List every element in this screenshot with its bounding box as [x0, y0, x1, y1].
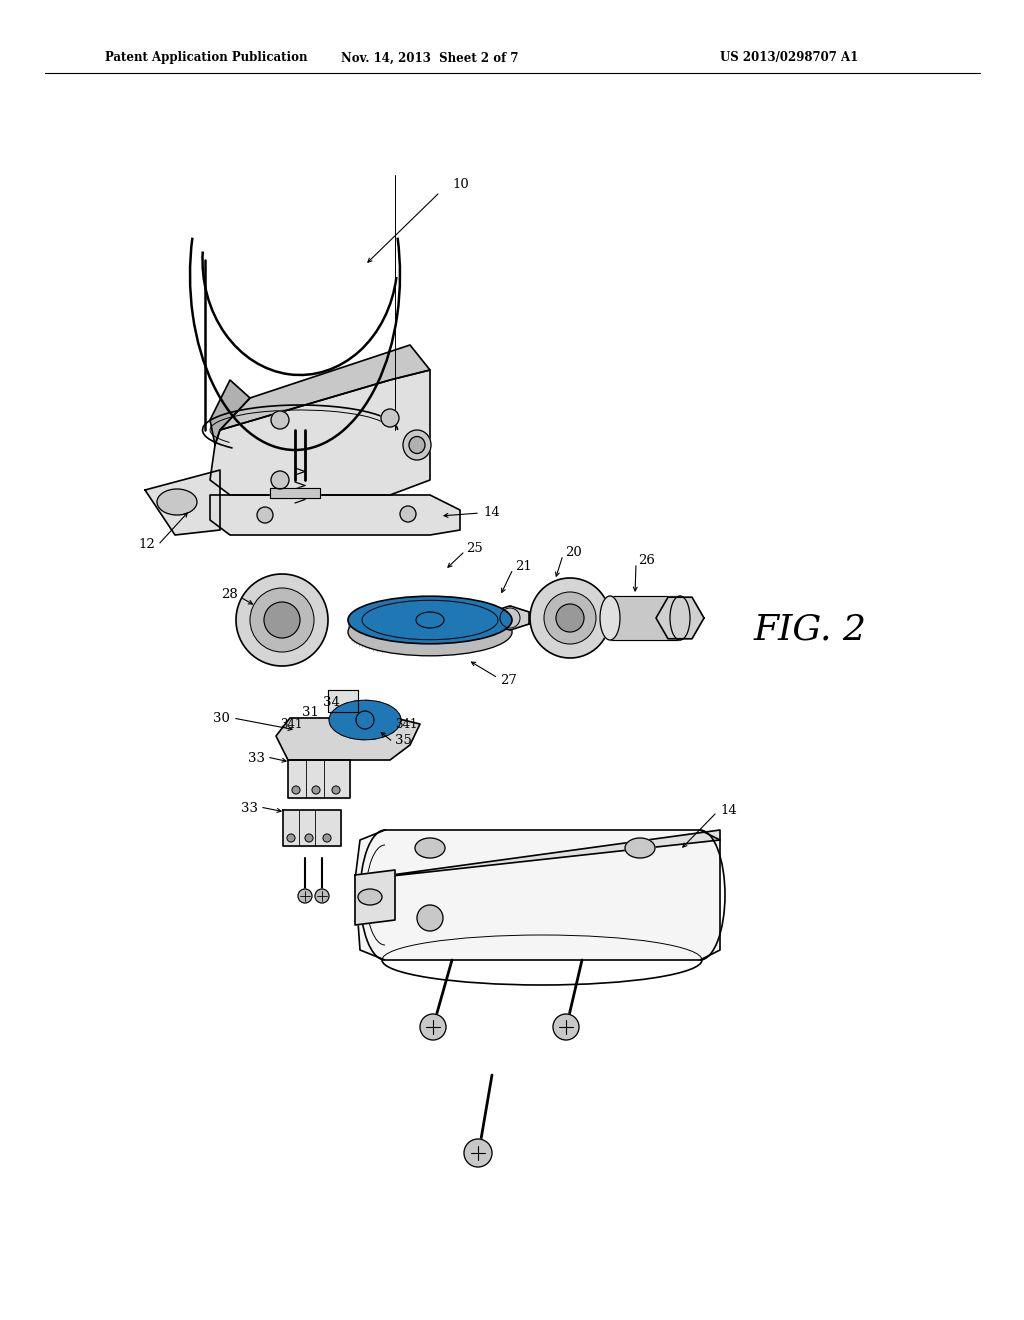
Text: 20: 20	[565, 545, 582, 558]
Text: 341: 341	[280, 718, 302, 730]
Circle shape	[292, 785, 300, 795]
Circle shape	[544, 591, 596, 644]
Text: 341: 341	[395, 718, 418, 730]
Ellipse shape	[362, 601, 498, 640]
Polygon shape	[490, 606, 529, 630]
Text: Nov. 14, 2013  Sheet 2 of 7: Nov. 14, 2013 Sheet 2 of 7	[341, 51, 519, 65]
Ellipse shape	[157, 488, 197, 515]
Text: 31: 31	[302, 705, 318, 718]
Text: 14: 14	[483, 506, 500, 519]
Circle shape	[236, 574, 328, 667]
Text: 33: 33	[241, 801, 258, 814]
Ellipse shape	[670, 597, 690, 640]
Circle shape	[315, 888, 329, 903]
Circle shape	[271, 411, 289, 429]
Polygon shape	[276, 718, 420, 760]
Circle shape	[530, 578, 610, 657]
Polygon shape	[610, 597, 680, 640]
Circle shape	[287, 834, 295, 842]
Text: 21: 21	[515, 561, 531, 573]
Ellipse shape	[268, 612, 296, 627]
Circle shape	[400, 506, 416, 521]
Circle shape	[332, 785, 340, 795]
Text: 33: 33	[248, 751, 265, 764]
Ellipse shape	[348, 597, 512, 644]
Circle shape	[312, 785, 319, 795]
Circle shape	[556, 605, 584, 632]
Text: 14: 14	[720, 804, 736, 817]
Circle shape	[305, 834, 313, 842]
Polygon shape	[220, 345, 430, 430]
Circle shape	[257, 507, 273, 523]
Text: FIG. 2: FIG. 2	[754, 612, 866, 647]
Circle shape	[420, 1014, 446, 1040]
Circle shape	[500, 609, 520, 628]
Ellipse shape	[416, 612, 444, 628]
Text: 12: 12	[138, 539, 155, 552]
Circle shape	[250, 587, 314, 652]
Circle shape	[464, 1139, 492, 1167]
Ellipse shape	[329, 715, 401, 741]
Ellipse shape	[600, 597, 620, 640]
Polygon shape	[270, 488, 319, 498]
Ellipse shape	[416, 612, 444, 628]
Polygon shape	[283, 810, 341, 846]
Polygon shape	[288, 760, 350, 799]
Text: 34: 34	[323, 697, 340, 710]
Circle shape	[323, 834, 331, 842]
Circle shape	[553, 1014, 579, 1040]
Circle shape	[381, 409, 399, 426]
Circle shape	[264, 602, 300, 638]
Text: 26: 26	[638, 553, 655, 566]
Text: US 2013/0298707 A1: US 2013/0298707 A1	[720, 51, 858, 65]
Polygon shape	[355, 870, 395, 925]
Polygon shape	[355, 830, 720, 960]
Circle shape	[356, 711, 374, 729]
Circle shape	[417, 906, 443, 931]
Ellipse shape	[415, 838, 445, 858]
Circle shape	[298, 888, 312, 903]
Polygon shape	[656, 597, 705, 639]
Text: 28: 28	[221, 589, 238, 602]
Text: 35: 35	[395, 734, 412, 747]
Ellipse shape	[348, 609, 512, 656]
Ellipse shape	[358, 888, 382, 906]
Polygon shape	[328, 690, 358, 711]
Ellipse shape	[329, 700, 401, 739]
Polygon shape	[145, 470, 220, 535]
Text: 30: 30	[213, 711, 230, 725]
Ellipse shape	[403, 430, 431, 459]
Text: 10: 10	[452, 178, 469, 191]
Polygon shape	[210, 495, 460, 535]
Ellipse shape	[409, 437, 425, 454]
Circle shape	[271, 471, 289, 488]
Text: 27: 27	[500, 673, 517, 686]
Ellipse shape	[625, 838, 655, 858]
Ellipse shape	[362, 601, 498, 640]
Polygon shape	[210, 380, 250, 445]
Ellipse shape	[336, 704, 394, 737]
Polygon shape	[355, 830, 720, 880]
Polygon shape	[210, 370, 430, 495]
Text: Patent Application Publication: Patent Application Publication	[105, 51, 307, 65]
Text: 25: 25	[466, 541, 482, 554]
